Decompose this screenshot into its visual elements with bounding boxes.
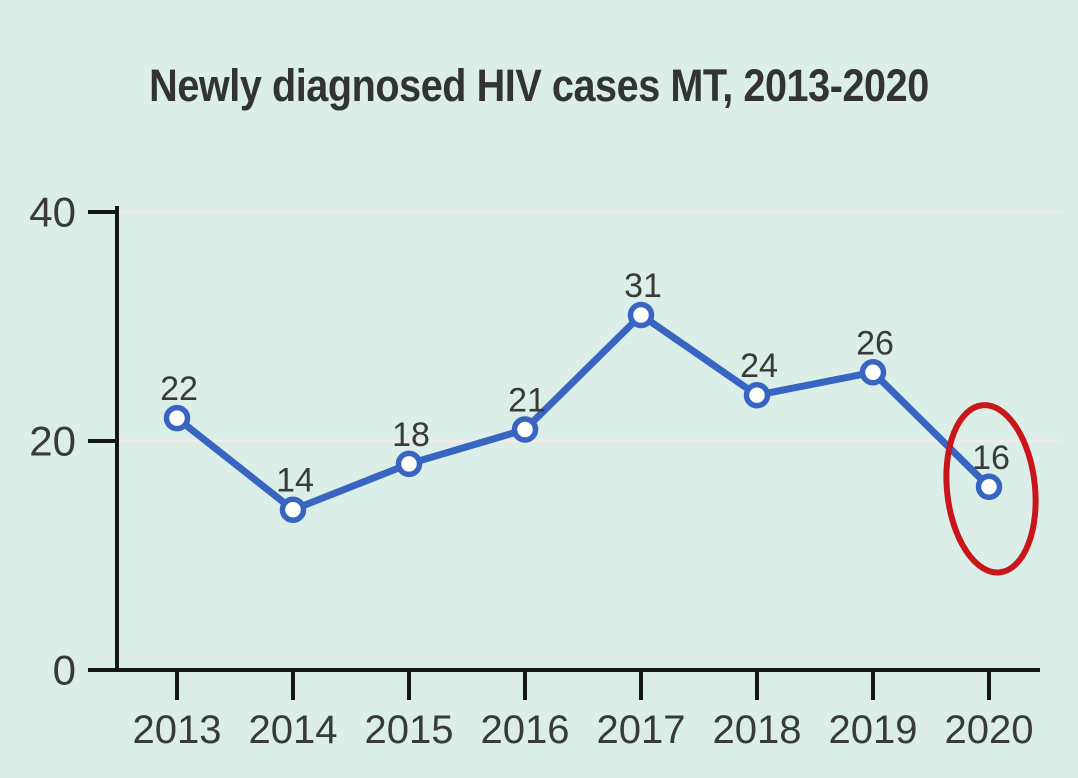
y-tick-label: 20: [29, 418, 76, 465]
data-point: [511, 416, 539, 443]
data-point: [743, 381, 771, 409]
data-point: [395, 450, 423, 478]
data-point-label: 18: [392, 416, 430, 454]
data-point: [627, 301, 655, 329]
data-point-label: 16: [972, 439, 1010, 477]
x-tick-label: 2014: [249, 708, 338, 752]
x-tick-label: 2020: [945, 708, 1034, 752]
x-tick-label: 2018: [713, 708, 802, 752]
data-point-label: 31: [624, 267, 662, 305]
data-point: [975, 473, 1003, 501]
data-point-label: 22: [160, 370, 198, 408]
data-point-label: 21: [508, 382, 546, 420]
data-point: [859, 359, 887, 386]
data-point: [279, 496, 307, 523]
x-tick-label: 2015: [365, 708, 454, 752]
data-point: [163, 404, 191, 432]
x-tick-label: 2013: [133, 708, 222, 752]
highlight-ellipse-annotation: [943, 402, 1039, 576]
x-tick-label: 2017: [597, 708, 686, 752]
y-tick-label: 0: [53, 647, 76, 694]
x-tick-label: 2019: [829, 708, 918, 752]
x-tick-label: 2016: [481, 708, 570, 752]
data-point-label: 14: [276, 462, 314, 500]
data-line: [173, 311, 993, 514]
data-point-label: 24: [740, 347, 778, 385]
y-tick-label: 40: [29, 189, 76, 236]
data-point-label: 26: [856, 324, 894, 362]
chart-title: Newly diagnosed HIV cases MT, 2013-2020: [149, 60, 929, 111]
